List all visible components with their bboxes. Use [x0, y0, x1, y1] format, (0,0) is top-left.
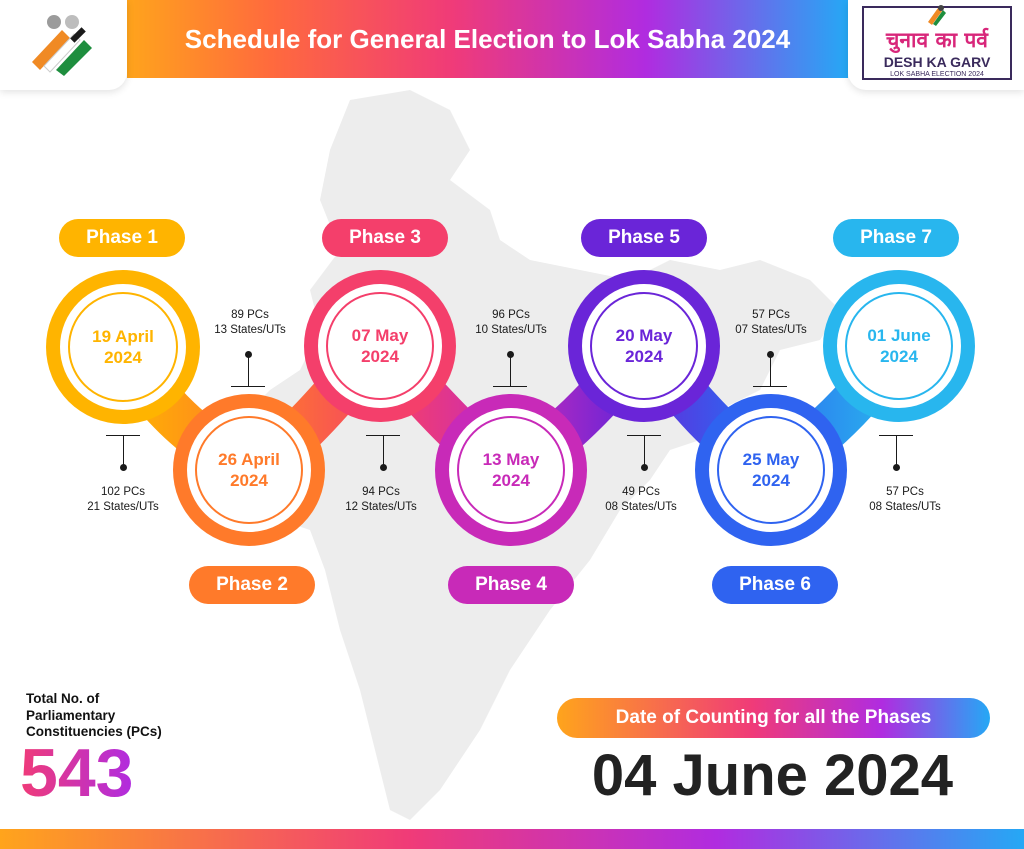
- phase-4-marker-bar: [493, 386, 527, 387]
- phase-5-pill: Phase 5: [581, 219, 707, 257]
- phase-7-pill: Phase 7: [833, 219, 959, 257]
- phase-6-marker-bar: [753, 386, 787, 387]
- phase-3-label: Phase 3: [349, 227, 421, 248]
- campaign-hindi-text: चुनाव का पर्व: [886, 28, 988, 52]
- counting-date: 04 June 2024: [591, 743, 954, 808]
- phase-4-info: 96 PCs 10 States/UTs: [475, 309, 547, 336]
- phase-2-circle: 26 April 2024: [173, 394, 325, 546]
- page-title: Schedule for General Election to Lok Sab…: [184, 24, 791, 54]
- phase-4-pill: Phase 4: [448, 566, 574, 604]
- phase-6-pill: Phase 6: [712, 566, 838, 604]
- phase-7-marker-dot: [893, 464, 900, 471]
- phase-5-date: 20 May 2024: [615, 326, 673, 366]
- phase-3-marker-dot: [380, 464, 387, 471]
- total-pcs-value: 543: [20, 735, 134, 811]
- phase-1-marker-dot: [120, 464, 127, 471]
- phase-5-info: 49 PCs 08 States/UTs: [605, 486, 677, 513]
- phase-4-date: 13 May 2024: [482, 450, 540, 490]
- phase-1-circle: 19 April 2024: [46, 270, 200, 424]
- phase-4-circle: 13 May 2024: [435, 394, 587, 546]
- phase-5-marker-dot: [641, 464, 648, 471]
- election-commission-logo-icon: [32, 15, 92, 76]
- phase-7-circle: 01 June 2024: [823, 270, 975, 422]
- phase-2-info: 89 PCs 13 States/UTs: [214, 309, 286, 336]
- phase-2-marker-bar: [231, 386, 265, 387]
- counting-label: Date of Counting for all the Phases: [615, 707, 932, 728]
- phase-4-label: Phase 4: [475, 574, 547, 595]
- phase-2-pill: Phase 2: [189, 566, 315, 604]
- phase-1-pill: Phase 1: [59, 219, 185, 257]
- phase-6-info: 57 PCs 07 States/UTs: [735, 309, 807, 336]
- phase-1-date: 19 April 2024: [92, 327, 154, 367]
- phase-6-date: 25 May 2024: [742, 450, 800, 490]
- phase-5-label: Phase 5: [608, 227, 680, 248]
- phase-3-date: 07 May 2024: [351, 326, 409, 366]
- phase-3-info: 94 PCs 12 States/UTs: [345, 486, 417, 513]
- campaign-logo: [862, 6, 1012, 80]
- phase-6-label: Phase 6: [739, 574, 811, 595]
- phase-2-label: Phase 2: [216, 574, 288, 595]
- bottom-gradient-strip: [0, 829, 1024, 849]
- phase-5-circle: 20 May 2024: [568, 270, 720, 422]
- inked-finger-icon: [928, 5, 946, 26]
- phase-1-info: 102 PCs 21 States/UTs: [87, 486, 159, 513]
- header-banner: [127, 0, 848, 78]
- campaign-sub-text: LOK SABHA ELECTION 2024: [890, 71, 984, 78]
- phase-1-marker-line: [123, 435, 124, 467]
- phase-3-circle: 07 May 2024: [304, 270, 456, 422]
- phase-1-label: Phase 1: [86, 227, 158, 248]
- phase-2-date: 26 April 2024: [218, 450, 280, 490]
- phase-6-circle: 25 May 2024: [695, 394, 847, 546]
- counting-label-pill: [557, 698, 990, 738]
- campaign-main-text: DESH KA GARV: [883, 54, 991, 70]
- phase-6-marker-line: [770, 354, 771, 386]
- phase-5-marker-line: [644, 435, 645, 467]
- phase-7-info: 57 PCs 08 States/UTs: [869, 486, 941, 513]
- phase-3-marker-line: [383, 435, 384, 467]
- total-pcs-label: Total No. of Parliamentary Constituencie…: [26, 691, 162, 739]
- phase-7-marker-line: [896, 435, 897, 467]
- phase-3-pill: Phase 3: [322, 219, 448, 257]
- phase-2-marker-line: [248, 354, 249, 386]
- phase-7-date: 01 June 2024: [867, 326, 931, 366]
- phase-4-marker-line: [510, 354, 511, 386]
- phase-7-label: Phase 7: [860, 227, 932, 248]
